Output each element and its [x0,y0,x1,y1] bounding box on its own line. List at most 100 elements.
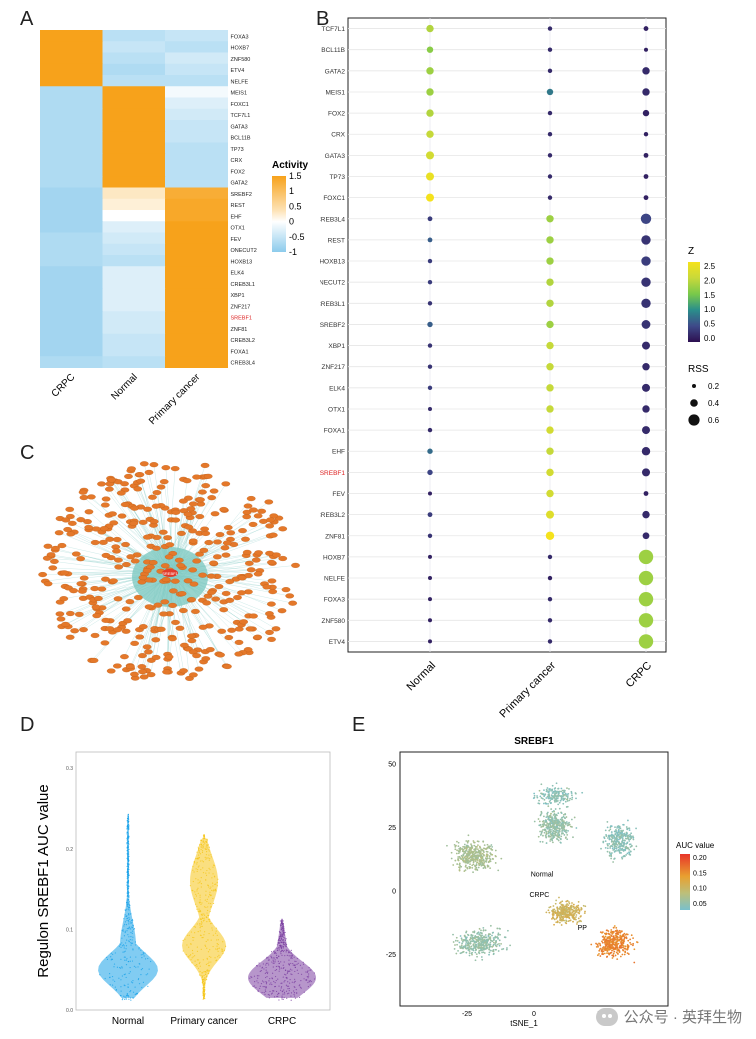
cell-point [542,834,544,837]
cell-point [478,941,481,944]
cell-point [621,953,624,956]
violin-point [203,906,206,908]
heatmap-cell [102,311,166,323]
heatmap-cell [165,63,228,76]
cell-point [478,858,481,861]
violin-point [127,814,129,816]
violin-point [281,930,283,932]
cell-point [577,907,580,910]
cell-point [626,827,629,830]
violin-point [126,825,128,828]
cell-point [556,912,559,915]
cell-point [619,835,622,838]
cell-point [577,917,580,920]
violin-point [307,975,310,977]
cell-point [553,810,556,813]
cell-point [616,827,618,829]
cell-point [554,819,557,822]
violin-point [199,899,201,901]
cell-point [632,835,634,838]
cell-point [612,954,615,957]
cell-point [452,864,455,866]
dot [642,363,650,371]
cell-point [464,858,467,860]
network-node [123,618,133,624]
network-node [242,509,252,515]
cell-point [561,831,563,833]
violin-point [196,857,199,859]
cell-point [563,908,566,911]
violin-point [128,996,130,998]
violin-point [127,995,129,997]
x-axis-label: tSNE_1 [510,1019,538,1028]
cell-point [626,948,629,950]
cell-point [454,845,457,848]
cell-point [584,910,586,913]
violin-point [206,969,208,971]
row-label: OTX1 [231,226,245,232]
network-node [221,481,231,487]
network-node [198,489,207,495]
dot [546,468,554,477]
cell-point [607,945,610,948]
heatmap-cell [165,52,228,65]
violin-point [131,939,133,941]
heatmap-cell [102,97,166,110]
cell-point [558,794,561,797]
heatmap-cell [40,120,103,132]
network-node [201,656,211,662]
cell-point [610,930,613,933]
network-node [55,611,65,617]
rss-legend-title: RSS [688,364,709,375]
network-node [195,514,205,520]
violin-point [290,973,292,975]
cell-point [538,820,541,823]
violin-point [207,906,209,908]
cell-point [545,842,548,844]
cell-point [548,906,551,909]
cell-point [480,932,483,935]
violin-point [148,968,150,970]
violin-point [127,872,130,875]
violin-point [126,881,128,884]
cell-point [463,852,466,855]
cell-point [555,917,558,920]
violin-point [119,967,122,969]
network-node [121,606,131,612]
cell-point [608,854,611,857]
cell-point [608,943,611,945]
network-node [191,608,200,615]
network-node [200,526,209,532]
violin-point [106,958,109,961]
cell-point [469,941,472,943]
violin-point [214,889,217,891]
network-node [160,599,170,605]
network-node [165,542,175,548]
cell-point [480,854,483,857]
cell-point [555,792,558,795]
cell-point [500,942,502,945]
heatmap-cell [102,153,166,166]
cell-point [485,938,488,941]
violin-point [120,946,122,948]
violin-point [288,982,291,984]
network-node [253,634,263,640]
violin-point [205,906,207,908]
network-node [94,595,103,602]
violin-point [128,906,131,908]
dot [546,278,554,286]
violin-point [133,928,136,930]
violin-point [288,990,290,992]
violin-point [207,884,209,886]
violin-point [130,928,132,930]
network-node [204,540,214,546]
violin-point [223,949,226,951]
dot [426,67,434,75]
violin-point [194,926,197,928]
violin-point [197,882,199,884]
violin-point [208,896,210,898]
violin-point [252,985,254,987]
violin-point [202,846,205,848]
cell-point [612,952,615,955]
network-node [222,540,232,546]
